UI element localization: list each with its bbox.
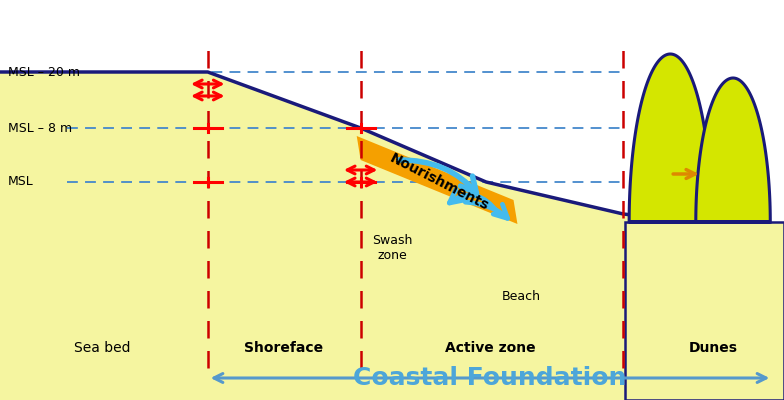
Text: Active zone: Active zone <box>445 341 535 355</box>
Text: MSL: MSL <box>8 176 34 188</box>
Text: MSL – 20 m: MSL – 20 m <box>8 66 80 78</box>
Polygon shape <box>696 78 770 222</box>
Text: Nourishments: Nourishments <box>387 151 491 213</box>
Polygon shape <box>626 222 784 400</box>
Polygon shape <box>0 72 784 400</box>
Text: MSL – 8 m: MSL – 8 m <box>8 122 72 134</box>
Text: Sea bed: Sea bed <box>74 341 130 355</box>
Text: Beach: Beach <box>502 290 541 302</box>
Text: Dunes: Dunes <box>689 341 738 355</box>
Text: Shoreface: Shoreface <box>245 341 323 355</box>
Text: Coastal Foundation: Coastal Foundation <box>354 366 626 390</box>
Polygon shape <box>357 136 517 224</box>
Polygon shape <box>629 54 712 222</box>
Text: Swash
zone: Swash zone <box>372 234 412 262</box>
